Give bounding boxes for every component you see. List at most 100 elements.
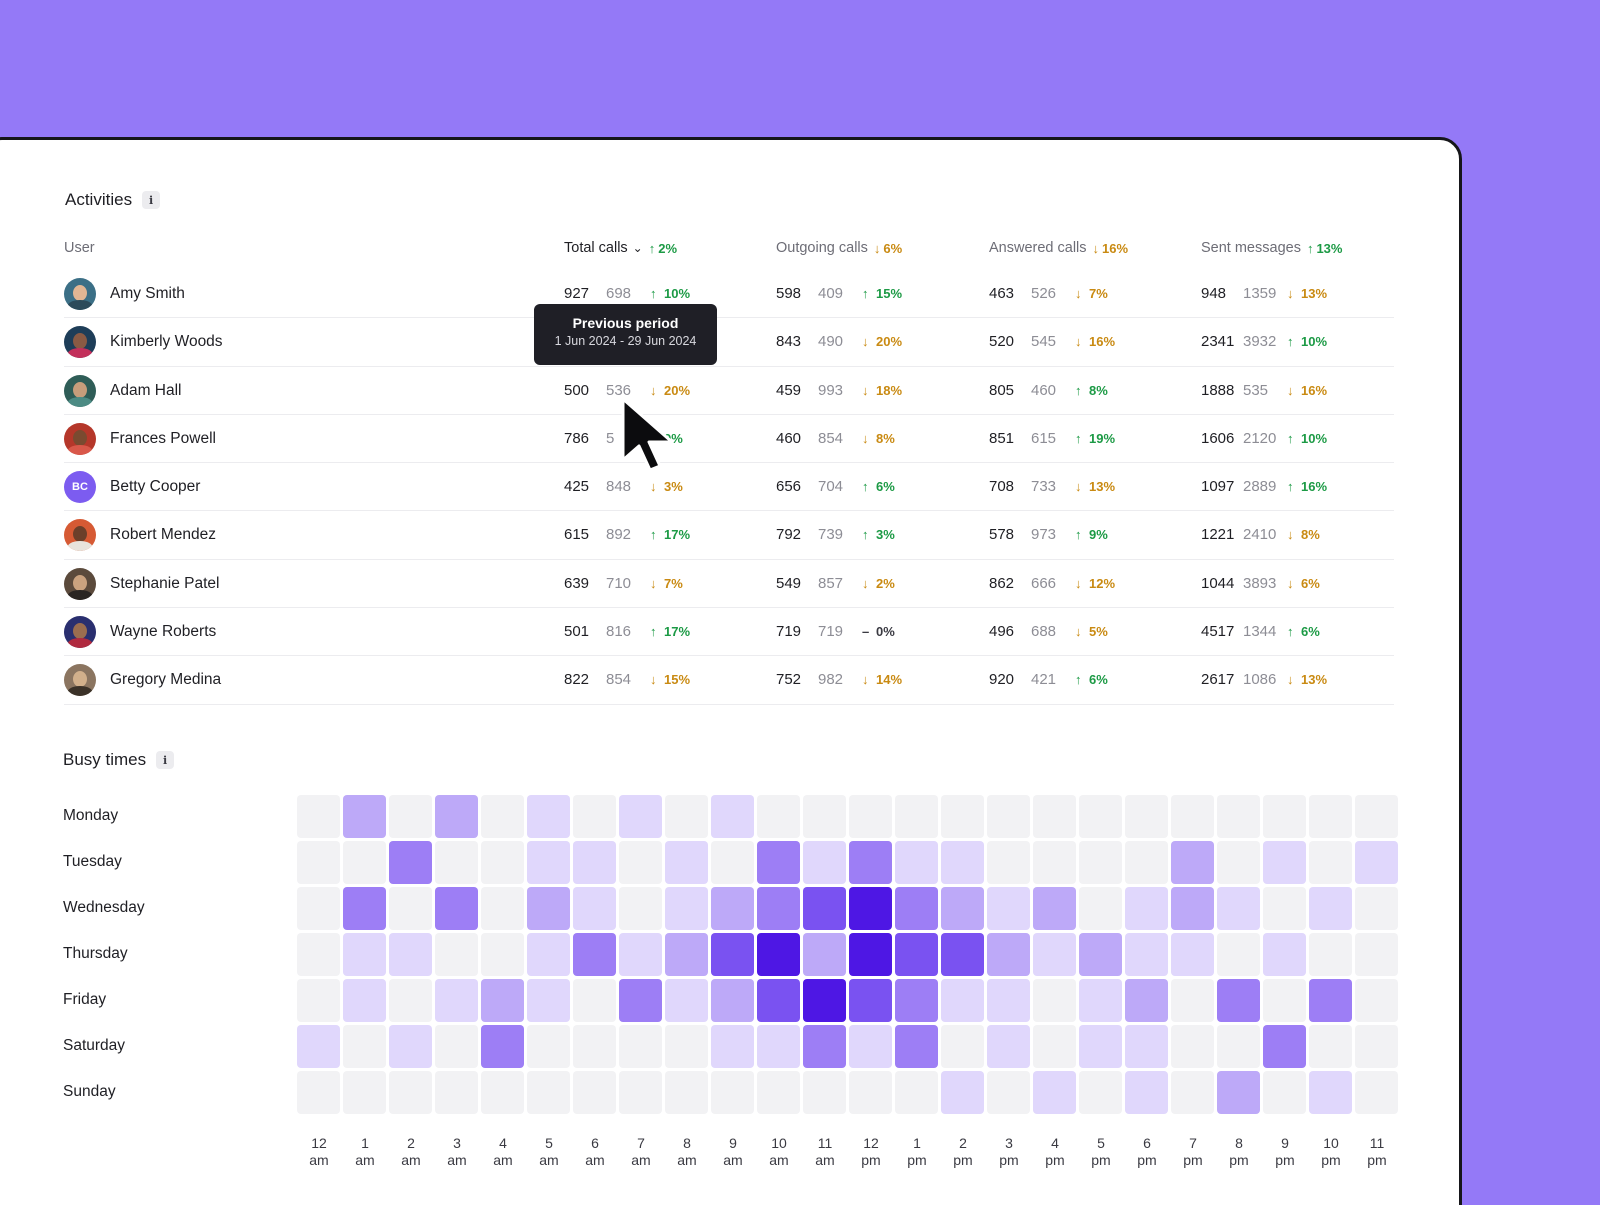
heatmap-cell[interactable] (803, 1025, 846, 1068)
heatmap-cell[interactable] (619, 979, 662, 1022)
heatmap-cell[interactable] (665, 1071, 708, 1114)
heatmap-cell[interactable] (1033, 887, 1076, 930)
heatmap-cell[interactable] (1217, 887, 1260, 930)
heatmap-cell[interactable] (619, 1025, 662, 1068)
heatmap-cell[interactable] (987, 887, 1030, 930)
heatmap-cell[interactable] (711, 1025, 754, 1068)
heatmap-cell[interactable] (711, 933, 754, 976)
heatmap-cell[interactable] (849, 795, 892, 838)
heatmap-cell[interactable] (297, 887, 340, 930)
heatmap-cell[interactable] (757, 795, 800, 838)
heatmap-cell[interactable] (711, 979, 754, 1022)
heatmap-cell[interactable] (1309, 841, 1352, 884)
heatmap-cell[interactable] (895, 887, 938, 930)
heatmap-cell[interactable] (711, 887, 754, 930)
heatmap-cell[interactable] (803, 1071, 846, 1114)
heatmap-cell[interactable] (389, 1025, 432, 1068)
heatmap-cell[interactable] (527, 1071, 570, 1114)
heatmap-cell[interactable] (711, 1071, 754, 1114)
heatmap-cell[interactable] (481, 841, 524, 884)
heatmap-cell[interactable] (1171, 1025, 1214, 1068)
heatmap-cell[interactable] (849, 1025, 892, 1068)
heatmap-cell[interactable] (1171, 979, 1214, 1022)
heatmap-cell[interactable] (1125, 841, 1168, 884)
heatmap-cell[interactable] (527, 1025, 570, 1068)
heatmap-cell[interactable] (1033, 1025, 1076, 1068)
heatmap-cell[interactable] (849, 887, 892, 930)
heatmap-cell[interactable] (1217, 1025, 1260, 1068)
heatmap-cell[interactable] (895, 841, 938, 884)
heatmap-cell[interactable] (1079, 933, 1122, 976)
heatmap-cell[interactable] (1079, 1071, 1122, 1114)
heatmap-cell[interactable] (297, 795, 340, 838)
table-row[interactable]: Adam Hall 500 536 ↓ 20% 459 993 ↓ 18% 805 460 ↑ 8% 18… (64, 367, 1394, 415)
heatmap-cell[interactable] (1263, 1025, 1306, 1068)
heatmap-cell[interactable] (1033, 933, 1076, 976)
heatmap-cell[interactable] (941, 795, 984, 838)
heatmap-cell[interactable] (895, 933, 938, 976)
heatmap-cell[interactable] (1217, 933, 1260, 976)
heatmap-cell[interactable] (1079, 841, 1122, 884)
heatmap-cell[interactable] (941, 933, 984, 976)
heatmap-cell[interactable] (665, 979, 708, 1022)
heatmap-cell[interactable] (389, 795, 432, 838)
heatmap-cell[interactable] (757, 979, 800, 1022)
heatmap-cell[interactable] (619, 1071, 662, 1114)
heatmap-cell[interactable] (297, 841, 340, 884)
heatmap-cell[interactable] (435, 795, 478, 838)
heatmap-cell[interactable] (619, 887, 662, 930)
heatmap-cell[interactable] (1079, 979, 1122, 1022)
heatmap-cell[interactable] (1217, 795, 1260, 838)
heatmap-cell[interactable] (1125, 1025, 1168, 1068)
heatmap-cell[interactable] (1355, 841, 1398, 884)
heatmap-cell[interactable] (343, 841, 386, 884)
heatmap-cell[interactable] (573, 841, 616, 884)
heatmap-cell[interactable] (1355, 979, 1398, 1022)
heatmap-cell[interactable] (481, 933, 524, 976)
heatmap-cell[interactable] (987, 933, 1030, 976)
heatmap-cell[interactable] (435, 841, 478, 884)
heatmap-cell[interactable] (665, 887, 708, 930)
heatmap-cell[interactable] (435, 887, 478, 930)
heatmap-cell[interactable] (665, 841, 708, 884)
heatmap-cell[interactable] (1355, 1071, 1398, 1114)
heatmap-cell[interactable] (1125, 1071, 1168, 1114)
heatmap-cell[interactable] (573, 1025, 616, 1068)
heatmap-cell[interactable] (527, 933, 570, 976)
heatmap-cell[interactable] (941, 979, 984, 1022)
heatmap-cell[interactable] (343, 795, 386, 838)
heatmap-cell[interactable] (435, 979, 478, 1022)
heatmap-cell[interactable] (1309, 979, 1352, 1022)
heatmap-cell[interactable] (757, 1025, 800, 1068)
col-header-outgoing-calls[interactable]: Outgoing calls ↓ 6% (776, 240, 903, 256)
heatmap-cell[interactable] (389, 887, 432, 930)
heatmap-cell[interactable] (389, 1071, 432, 1114)
heatmap-cell[interactable] (1309, 933, 1352, 976)
table-row[interactable]: Gregory Medina 822 854 ↓ 15% 752 982 ↓ 14% 920 421… (64, 656, 1394, 705)
heatmap-cell[interactable] (895, 1025, 938, 1068)
info-icon[interactable]: i (142, 191, 161, 209)
heatmap-cell[interactable] (1033, 795, 1076, 838)
heatmap-cell[interactable] (619, 795, 662, 838)
heatmap-cell[interactable] (435, 1071, 478, 1114)
heatmap-cell[interactable] (941, 887, 984, 930)
heatmap-cell[interactable] (987, 1071, 1030, 1114)
heatmap-cell[interactable] (1263, 795, 1306, 838)
table-row[interactable]: Frances Powell7865↑9%460854↓8%851615↑19%… (64, 415, 1394, 464)
heatmap-cell[interactable] (573, 795, 616, 838)
heatmap-cell[interactable] (1309, 1071, 1352, 1114)
heatmap-cell[interactable] (481, 887, 524, 930)
heatmap-cell[interactable] (803, 795, 846, 838)
table-row[interactable]: Amy Smith 927 698 ↑ 10% 598 409 ↑ 15% 463 526 ↓ 7% 94… (64, 270, 1394, 319)
heatmap-cell[interactable] (987, 841, 1030, 884)
col-header-sent-messages[interactable]: Sent messages ↑ 13% (1201, 240, 1343, 256)
heatmap-cell[interactable] (1125, 795, 1168, 838)
heatmap-cell[interactable] (1171, 795, 1214, 838)
heatmap-cell[interactable] (895, 795, 938, 838)
heatmap-cell[interactable] (1079, 887, 1122, 930)
heatmap-cell[interactable] (757, 841, 800, 884)
heatmap-cell[interactable] (1033, 841, 1076, 884)
heatmap-cell[interactable] (1171, 1071, 1214, 1114)
heatmap-cell[interactable] (343, 1025, 386, 1068)
heatmap-cell[interactable] (1309, 887, 1352, 930)
